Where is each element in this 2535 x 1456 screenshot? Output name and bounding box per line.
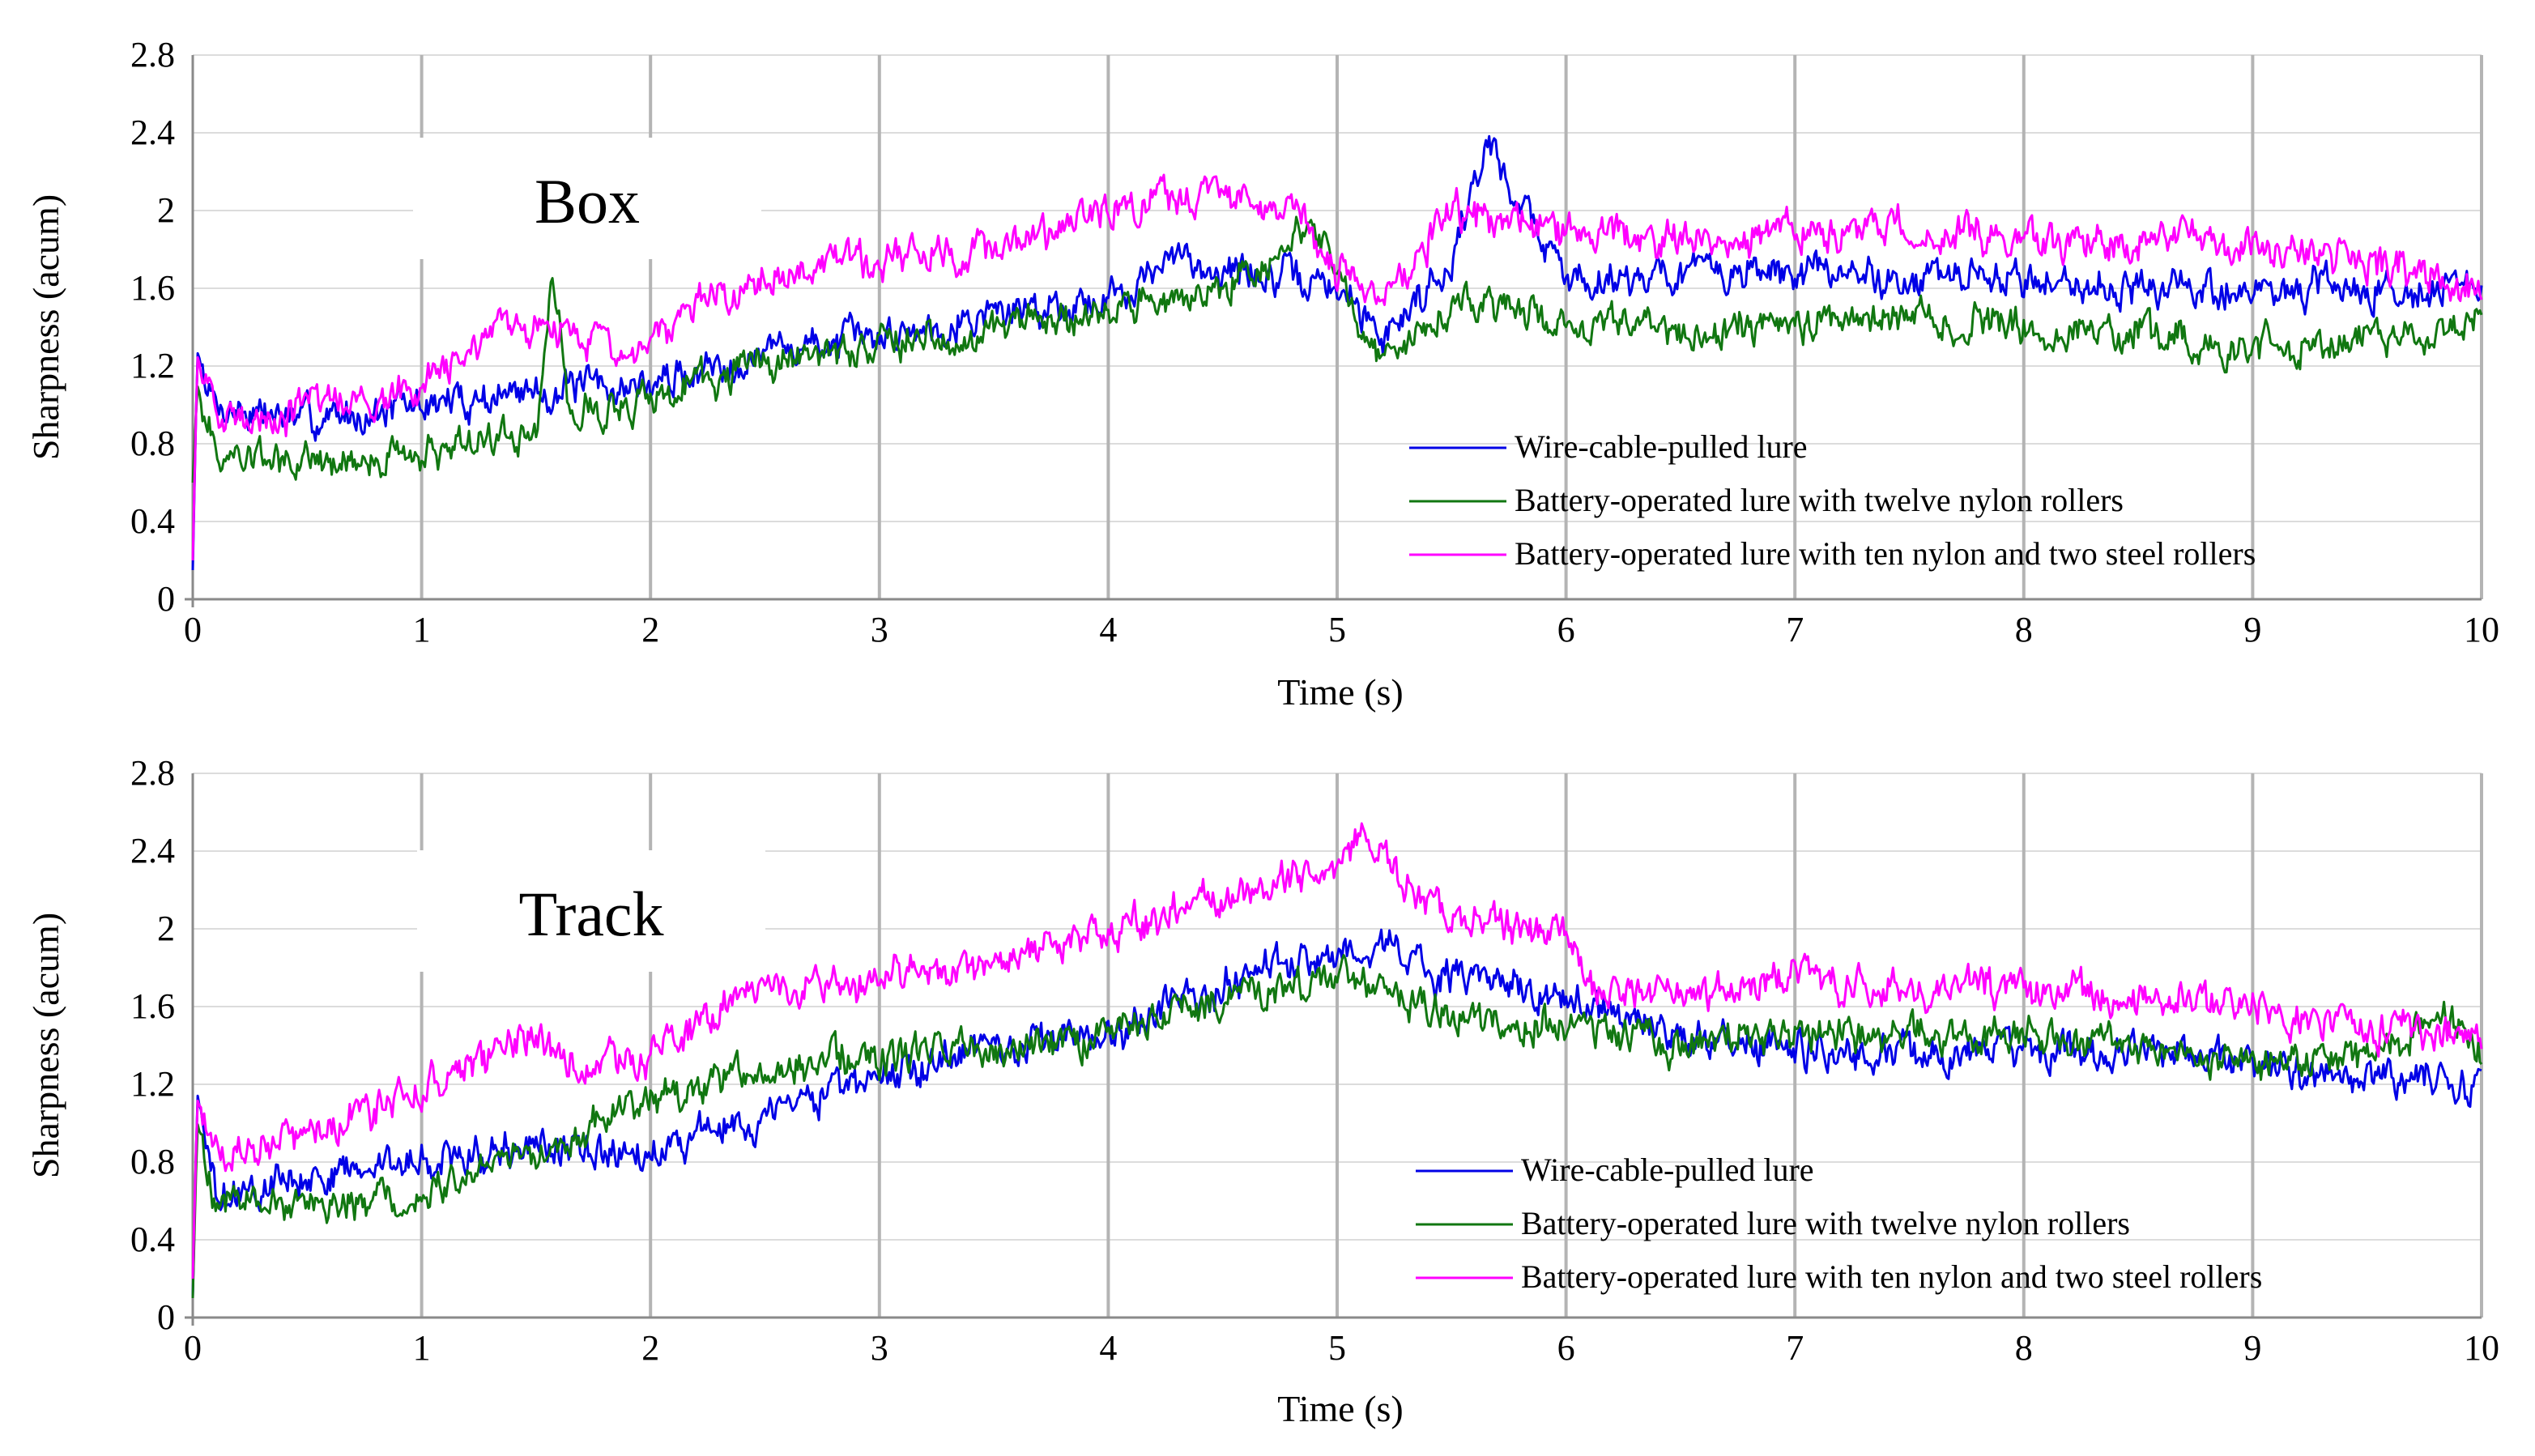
panel-label-backdrop [417,850,765,972]
y-tick-label: 2.4 [130,113,175,152]
x-tick-label: 4 [1099,610,1117,649]
y-tick-label: 0 [157,579,175,619]
y-tick-label: 0 [157,1297,175,1337]
legend-label: Battery-operated lure with ten nylon and… [1515,535,2256,572]
panel-label-backdrop [413,138,761,259]
legend-label: Battery-operated lure with twelve nylon … [1515,482,2124,518]
x-tick-label: 6 [1557,610,1575,649]
y-tick-label: 0.4 [130,1220,175,1259]
x-tick-label: 1 [413,1328,431,1368]
x-axis-title: Time (s) [1277,671,1404,713]
x-tick-label: 2 [641,610,659,649]
series-line [191,215,2483,483]
x-tick-label: 10 [2464,1328,2499,1368]
y-tick-label: 2.8 [130,35,175,75]
y-tick-label: 0.8 [130,424,175,463]
x-tick-label: 10 [2464,610,2499,649]
x-tick-label: 9 [2243,1328,2261,1368]
x-tick-label: 3 [871,610,888,649]
box-panel: 0 0.4 0.8 1.2 1.6 2 2.4 2.8 0 1 2 3 4 5 6 7 8 9 10 Time (s)… [25,35,2499,713]
y-tick-label: 1.6 [130,268,175,308]
x-tick-label: 7 [1786,610,1804,649]
x-tick-label: 3 [871,1328,888,1368]
y-tick-label: 2 [157,909,175,948]
legend-label: Wire-cable-pulled lure [1521,1152,1814,1188]
x-tick-label: 2 [641,1328,659,1368]
series-line [191,134,2483,571]
track-panel: 0 0.4 0.8 1.2 1.6 2 2.4 2.8 0 1 2 3 4 5 6 7 8 9 10 Time (s)… [25,753,2499,1429]
series-line [191,954,2483,1299]
series-line [191,173,2483,561]
y-tick-label: 1.2 [130,346,175,385]
y-tick-label: 2.4 [130,831,175,871]
legend-label: Battery-operated lure with ten nylon and… [1521,1258,2262,1295]
y-tick-label: 0.8 [130,1142,175,1181]
y-tick-label: 2.8 [130,753,175,793]
y-tick-label: 0.4 [130,501,175,541]
x-tick-label: 1 [413,610,431,649]
x-tick-label: 6 [1557,1328,1575,1368]
x-tick-label: 9 [2243,610,2261,649]
y-tick-label: 1.2 [130,1064,175,1104]
x-tick-label: 8 [2015,610,2033,649]
x-tick-label: 4 [1099,1328,1117,1368]
x-tick-label: 7 [1786,1328,1804,1368]
panel-label: Track [518,879,663,949]
x-tick-label: 0 [184,610,202,649]
x-tick-label: 8 [2015,1328,2033,1368]
x-tick-label: 5 [1328,1328,1346,1368]
series-line [191,822,2483,1279]
x-tick-label: 5 [1328,610,1346,649]
x-axis-title: Time (s) [1277,1388,1404,1429]
legend-label: Wire-cable-pulled lure [1515,428,1808,465]
x-tick-label: 0 [184,1328,202,1368]
y-axis-title: Sharpness (acum) [25,194,66,460]
panel-label: Box [535,166,640,236]
legend-label: Battery-operated lure with twelve nylon … [1521,1205,2130,1241]
y-tick-label: 2 [157,190,175,230]
y-tick-label: 1.6 [130,986,175,1026]
y-axis-title: Sharpness (acum) [25,913,66,1178]
